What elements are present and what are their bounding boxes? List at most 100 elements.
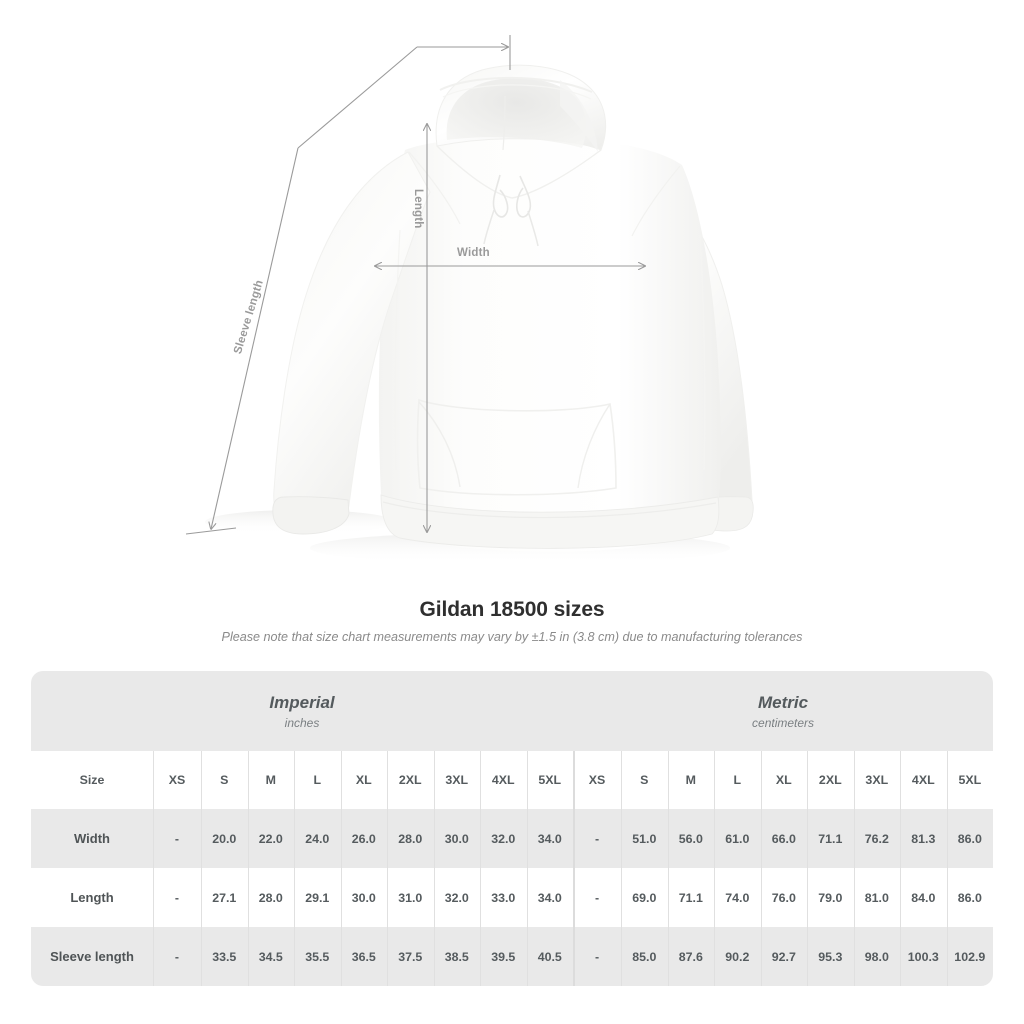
cell-metric-length-xl: 76.0	[760, 868, 808, 927]
cell-imperial-sleeve-length-xs: -	[153, 927, 201, 986]
width-label: Width	[457, 247, 490, 259]
cell-imperial-length-2xl: 31.0	[387, 868, 434, 927]
row-label-length: Length	[31, 868, 153, 927]
table-row: Length -27.1 28.0 29.1 30.0 31.0 32.0 33.0 34.0-…	[31, 868, 994, 927]
cell-imperial-width-xl: 26.0	[340, 809, 387, 868]
size-header-metric-l: L	[714, 751, 761, 809]
cell-imperial-length-5xl: 34.0	[526, 868, 574, 927]
unit-banner-row: Imperial inches Metric centimeters	[31, 671, 994, 751]
row-label-sleeve-length: Sleeve length	[31, 927, 153, 986]
cell-metric-width-l: 61.0	[714, 809, 761, 868]
cell-imperial-length-3xl: 32.0	[433, 868, 480, 927]
size-header-metric-5xl: 5XL	[946, 751, 994, 809]
cell-imperial-width-s: 20.0	[201, 809, 248, 868]
cell-metric-sleeve-length-4xl: 100.3	[900, 927, 947, 986]
cell-imperial-sleeve-length-2xl: 37.5	[387, 927, 434, 986]
cell-metric-width-5xl: 86.0	[946, 809, 994, 868]
cell-imperial-width-3xl: 30.0	[433, 809, 480, 868]
cell-metric-width-2xl: 71.1	[807, 809, 854, 868]
cell-imperial-width-2xl: 28.0	[387, 809, 434, 868]
size-header-imperial-xl: XL	[340, 751, 387, 809]
sleeve-end-tick	[185, 527, 237, 535]
cell-metric-length-xs: -	[573, 868, 622, 927]
cell-metric-width-xs: -	[573, 809, 622, 868]
size-chart-table: Imperial inches Metric centimeters Size XS S M L…	[31, 671, 994, 986]
size-header-imperial-xs: XS	[153, 751, 201, 809]
cell-imperial-width-m: 22.0	[247, 809, 294, 868]
cell-metric-length-5xl: 86.0	[946, 868, 994, 927]
cell-imperial-sleeve-length-xl: 36.5	[340, 927, 387, 986]
hoodie-illustration: Width Length Sleeve length	[185, 35, 1024, 564]
table-row: Width -20.0 22.0 24.0 26.0 28.0 30.0 32.0 34.0-5…	[31, 809, 994, 868]
size-header-metric-4xl: 4XL	[900, 751, 947, 809]
cell-imperial-length-l: 29.1	[294, 868, 341, 927]
unit-subtitle: inches	[284, 715, 320, 730]
size-header-row: Size XS S M L XL 2XL 3XL 4XL 5XL XS S M L XL 2XL 3XL 4XL 5…	[31, 751, 994, 809]
cell-imperial-length-m: 28.0	[247, 868, 294, 927]
cell-metric-sleeve-length-5xl: 102.9	[946, 927, 994, 986]
length-label: Length	[412, 189, 424, 229]
size-header-metric-xl: XL	[760, 751, 808, 809]
cell-imperial-sleeve-length-3xl: 38.5	[433, 927, 480, 986]
unit-subtitle: centimeters	[752, 715, 815, 730]
cell-imperial-sleeve-length-m: 34.5	[247, 927, 294, 986]
cell-metric-length-s: 69.0	[621, 868, 668, 927]
cell-metric-sleeve-length-l: 90.2	[714, 927, 761, 986]
size-header-imperial-4xl: 4XL	[480, 751, 527, 809]
cell-imperial-sleeve-length-4xl: 39.5	[480, 927, 527, 986]
cell-metric-sleeve-length-s: 85.0	[621, 927, 668, 986]
size-header-imperial-2xl: 2XL	[387, 751, 434, 809]
size-header-imperial-5xl: 5XL	[526, 751, 574, 809]
cell-metric-length-l: 74.0	[714, 868, 761, 927]
size-header-imperial-s: S	[201, 751, 248, 809]
size-header-metric-3xl: 3XL	[853, 751, 901, 809]
cell-metric-width-4xl: 81.3	[900, 809, 947, 868]
size-header-metric-xs: XS	[573, 751, 622, 809]
cell-imperial-width-4xl: 32.0	[480, 809, 527, 868]
title-block: Gildan 18500 sizes Please note that size…	[0, 598, 1024, 644]
cell-imperial-length-4xl: 33.0	[480, 868, 527, 927]
cell-metric-sleeve-length-xl: 92.7	[760, 927, 808, 986]
size-header-metric-s: S	[621, 751, 668, 809]
cell-metric-length-3xl: 81.0	[853, 868, 901, 927]
table-row: Sleeve length -33.5 34.5 35.5 36.5 37.5 38.5 39…	[31, 927, 994, 986]
sleeve-arm-segment	[211, 147, 299, 529]
unit-banner-imperial: Imperial inches	[31, 671, 574, 751]
cell-metric-width-xl: 66.0	[760, 809, 808, 868]
cell-metric-width-3xl: 76.2	[853, 809, 901, 868]
size-table-container: Imperial inches Metric centimeters Size XS S M L…	[31, 671, 994, 986]
cell-metric-sleeve-length-3xl: 98.0	[853, 927, 901, 986]
cell-metric-length-m: 71.1	[667, 868, 715, 927]
cell-metric-width-m: 56.0	[667, 809, 715, 868]
unit-name: Imperial	[269, 693, 335, 713]
sleeve-shoulder-segment	[297, 46, 418, 149]
cell-imperial-length-s: 27.1	[201, 868, 248, 927]
cell-imperial-sleeve-length-s: 33.5	[201, 927, 248, 986]
cell-imperial-width-l: 24.0	[294, 809, 341, 868]
cell-imperial-sleeve-length-l: 35.5	[294, 927, 341, 986]
size-header-label: Size	[31, 751, 153, 809]
tolerance-note: Please note that size chart measurements…	[221, 630, 803, 644]
cell-metric-width-s: 51.0	[621, 809, 668, 868]
cell-metric-sleeve-length-m: 87.6	[667, 927, 715, 986]
cell-imperial-sleeve-length-5xl: 40.5	[526, 927, 574, 986]
row-label-width: Width	[31, 809, 153, 868]
measurement-lines	[185, 35, 1024, 535]
page-title: Gildan 18500 sizes	[419, 598, 605, 621]
cell-metric-sleeve-length-2xl: 95.3	[807, 927, 854, 986]
cell-imperial-width-5xl: 34.0	[526, 809, 574, 868]
cell-metric-length-2xl: 79.0	[807, 868, 854, 927]
size-header-metric-2xl: 2XL	[807, 751, 854, 809]
size-header-metric-m: M	[667, 751, 715, 809]
cell-imperial-length-xs: -	[153, 868, 201, 927]
cell-metric-length-4xl: 84.0	[900, 868, 947, 927]
hoodie-image	[205, 64, 754, 564]
cell-imperial-length-xl: 30.0	[340, 868, 387, 927]
cell-imperial-width-xs: -	[153, 809, 201, 868]
size-header-imperial-l: L	[294, 751, 341, 809]
size-header-imperial-3xl: 3XL	[433, 751, 480, 809]
unit-name: Metric	[758, 693, 809, 713]
unit-banner-metric: Metric centimeters	[573, 671, 994, 751]
cell-metric-sleeve-length-xs: -	[573, 927, 622, 986]
